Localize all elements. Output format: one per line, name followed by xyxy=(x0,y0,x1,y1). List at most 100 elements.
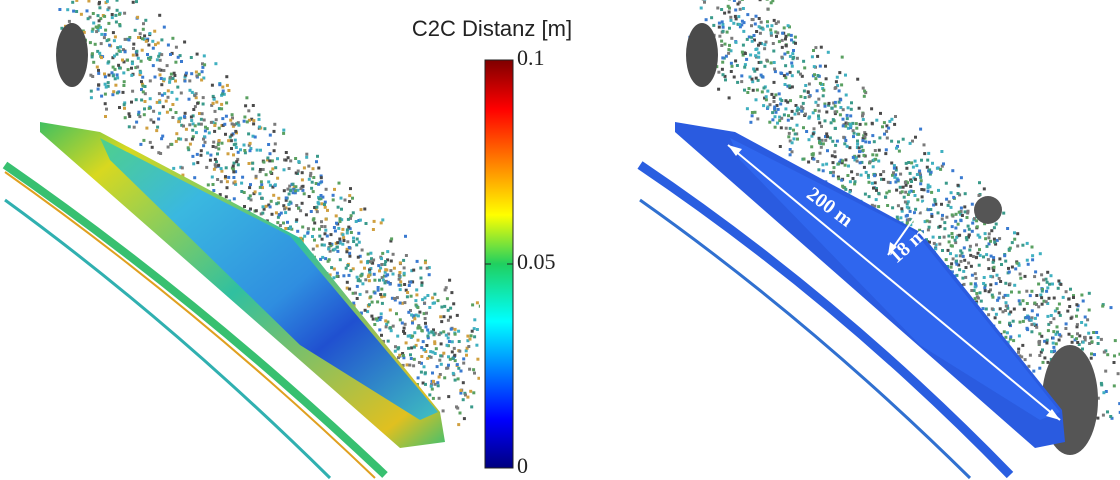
point xyxy=(443,376,447,380)
point xyxy=(1112,361,1116,364)
point xyxy=(998,307,1002,311)
point xyxy=(282,204,286,208)
point xyxy=(152,109,156,113)
point xyxy=(123,106,126,110)
point xyxy=(784,34,788,38)
point xyxy=(123,101,127,105)
point xyxy=(933,199,937,203)
point xyxy=(251,134,255,138)
point xyxy=(377,264,381,268)
point xyxy=(833,110,837,114)
point xyxy=(443,304,447,308)
point xyxy=(1004,301,1008,305)
point xyxy=(127,38,131,42)
point xyxy=(385,322,389,326)
point xyxy=(151,64,155,68)
point xyxy=(447,340,451,343)
point xyxy=(444,286,448,290)
point xyxy=(721,29,725,33)
point xyxy=(923,152,927,156)
point xyxy=(349,216,352,220)
point xyxy=(925,165,929,169)
point xyxy=(1032,369,1036,373)
point xyxy=(234,182,238,186)
point xyxy=(329,233,333,237)
point xyxy=(230,122,234,126)
point xyxy=(243,149,247,152)
point xyxy=(413,317,417,321)
point xyxy=(793,132,797,136)
point xyxy=(816,103,820,107)
point xyxy=(754,48,758,51)
point xyxy=(740,23,744,27)
point xyxy=(831,118,835,122)
point xyxy=(402,273,406,277)
point xyxy=(880,177,883,181)
point xyxy=(915,164,919,168)
point xyxy=(416,376,420,380)
point xyxy=(831,161,835,165)
point xyxy=(388,308,392,312)
point xyxy=(99,17,103,21)
point xyxy=(784,99,788,103)
point xyxy=(1020,355,1024,359)
point xyxy=(919,182,923,186)
point xyxy=(755,88,759,92)
point xyxy=(450,291,454,295)
point xyxy=(963,192,967,196)
point xyxy=(119,45,122,49)
point xyxy=(826,149,829,153)
point xyxy=(170,51,174,55)
point xyxy=(433,382,437,386)
point xyxy=(203,63,207,67)
rail xyxy=(4,171,376,479)
point xyxy=(825,162,829,166)
point xyxy=(774,93,778,97)
point xyxy=(276,201,280,205)
point xyxy=(899,172,903,176)
point xyxy=(842,135,846,139)
point xyxy=(359,311,363,315)
point xyxy=(258,192,262,196)
point xyxy=(97,2,101,6)
point xyxy=(384,268,388,272)
point xyxy=(131,89,135,93)
point xyxy=(383,270,387,274)
point xyxy=(861,137,865,141)
point xyxy=(972,289,976,293)
point xyxy=(918,169,922,173)
point xyxy=(175,132,179,136)
point xyxy=(955,235,959,239)
point xyxy=(814,46,818,50)
point xyxy=(905,202,909,206)
point xyxy=(411,280,415,284)
point xyxy=(113,35,117,39)
point xyxy=(879,173,883,177)
point xyxy=(311,190,315,194)
point xyxy=(820,124,823,128)
point xyxy=(900,209,904,213)
point xyxy=(398,261,402,265)
point xyxy=(987,236,991,240)
point xyxy=(442,351,446,355)
point xyxy=(885,129,889,133)
point xyxy=(381,218,385,222)
point xyxy=(973,285,977,289)
point xyxy=(794,41,797,45)
point xyxy=(318,234,322,238)
point xyxy=(1089,336,1093,340)
point xyxy=(331,248,335,252)
point xyxy=(989,288,992,292)
point xyxy=(113,77,117,81)
point xyxy=(92,60,96,64)
point xyxy=(116,76,120,80)
point xyxy=(895,215,899,219)
point xyxy=(344,266,348,270)
point xyxy=(835,139,839,143)
point xyxy=(802,157,806,161)
point xyxy=(953,238,957,242)
point xyxy=(827,103,831,107)
point xyxy=(728,43,731,47)
point xyxy=(359,208,363,212)
point xyxy=(938,242,942,246)
